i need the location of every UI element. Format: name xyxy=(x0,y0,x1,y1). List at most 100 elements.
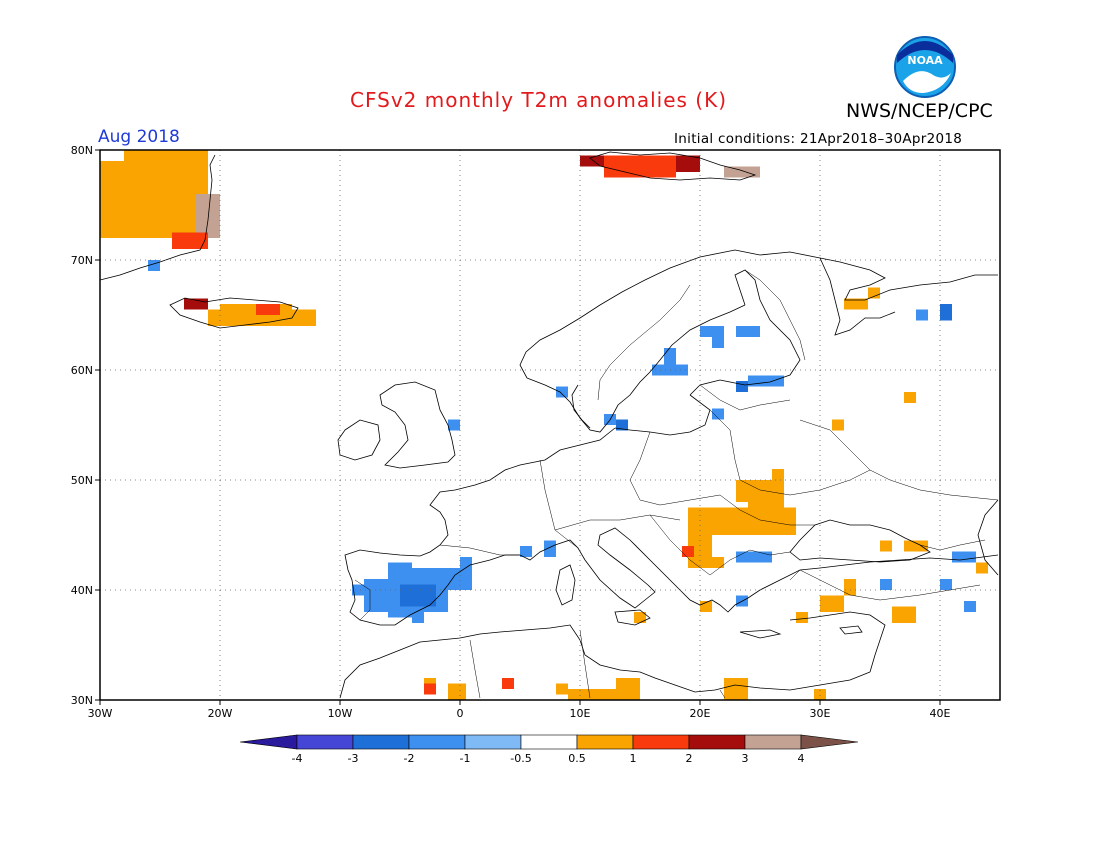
coastline-greenland xyxy=(99,154,216,281)
forecast-period: Aug 2018 xyxy=(98,127,180,147)
colorbar-label: -1 xyxy=(460,752,471,765)
x-tick-label: 10W xyxy=(328,707,353,720)
anomaly-cell xyxy=(460,557,472,568)
anomaly-cell xyxy=(880,579,892,590)
coastline-ireland xyxy=(337,419,381,461)
coastline-black-sea xyxy=(789,519,931,563)
border-balkans xyxy=(649,514,791,576)
border-eastern-europe-1 xyxy=(629,431,721,506)
map-area: 30W 20W 10W 0 10E 20E 30E 40E 30N 40N 50N 60N 70N 80N xyxy=(71,144,1001,720)
anomaly-cell xyxy=(148,260,160,271)
map-title: CFSv2 monthly T2m anomalies (K) xyxy=(350,88,727,112)
axis-ticks: 30W 20W 10W 0 10E 20E 30E 40E 30N 40N 50N 60N 70N 80N xyxy=(71,144,951,720)
anomaly-cell xyxy=(892,606,916,623)
border-spain-portugal xyxy=(354,579,371,621)
anomaly-cell xyxy=(868,287,880,299)
coastline-caspian xyxy=(977,499,999,576)
anomaly-cell xyxy=(256,304,280,315)
anomaly-cell xyxy=(502,678,514,689)
anomaly-cell xyxy=(796,612,808,623)
colorbar-segment xyxy=(408,734,466,750)
y-tick-label: 70N xyxy=(71,254,93,267)
coastline-baltic xyxy=(614,394,711,436)
y-tick-label: 30N xyxy=(71,694,93,707)
anomaly-cell xyxy=(748,502,784,513)
colorbar-arrow-low xyxy=(239,734,298,750)
anomaly-cell xyxy=(724,678,748,700)
x-tick-label: 40E xyxy=(930,707,951,720)
map-frame xyxy=(99,149,1001,701)
anomaly-cell xyxy=(604,155,676,178)
border-north-africa xyxy=(469,629,726,699)
coastline-scandinavia xyxy=(519,249,998,379)
anomaly-cell xyxy=(844,579,856,596)
anomaly-cell xyxy=(772,469,784,491)
anomaly-cell xyxy=(424,683,436,695)
anomaly-cell xyxy=(556,386,568,398)
colorbar-segment xyxy=(632,734,690,750)
coastline-western-europe xyxy=(344,427,999,626)
coastline-sicily xyxy=(614,609,651,626)
border-alps xyxy=(554,514,681,531)
x-tick-label: 20E xyxy=(690,707,711,720)
colorbar-label: -3 xyxy=(348,752,359,765)
border-eastern-europe-2 xyxy=(709,409,871,496)
anomaly-cell xyxy=(904,540,928,552)
coastline-levant xyxy=(789,611,886,673)
colorbar-label: -0.5 xyxy=(510,752,531,765)
anomaly-cell xyxy=(712,557,724,568)
anomaly-cell xyxy=(736,381,748,392)
anomaly-cell xyxy=(520,546,532,557)
border-turkey xyxy=(789,569,981,601)
colorbar-label: 0.5 xyxy=(568,752,586,765)
coastline-svalbard xyxy=(589,151,757,181)
colorbar-label: 4 xyxy=(798,752,805,765)
anomaly-cell xyxy=(814,689,826,700)
colorbar-segment xyxy=(464,734,522,750)
colorbar-label: -2 xyxy=(404,752,415,765)
agency-label: NWS/NCEP/CPC xyxy=(846,100,993,122)
y-tick-label: 80N xyxy=(71,144,93,157)
colorbar-label: -4 xyxy=(292,752,303,765)
anomaly-cell xyxy=(556,683,568,695)
coastline-white-sea xyxy=(819,257,896,336)
noaa-logo: NOAA xyxy=(894,36,956,98)
anomaly-cell xyxy=(616,678,640,700)
colorbar: -4 -3 -2 -1 -0.5 0.5 1 2 3 4 xyxy=(239,734,859,765)
anomaly-cell xyxy=(616,419,628,431)
gridlines xyxy=(100,150,1000,700)
border-spain-france xyxy=(439,544,520,556)
border-caucasus xyxy=(919,539,986,551)
colorbar-label: 3 xyxy=(742,752,749,765)
anomaly-cell xyxy=(904,392,916,403)
x-tick-label: 0 xyxy=(457,707,464,720)
colorbar-segment xyxy=(744,734,802,750)
anomaly-cell xyxy=(820,595,844,612)
anomaly-cell xyxy=(352,584,364,596)
country-borders xyxy=(354,269,999,699)
colorbar-label: 2 xyxy=(686,752,693,765)
x-tick-label: 30W xyxy=(88,707,113,720)
map-background xyxy=(100,150,1000,700)
y-tick-label: 50N xyxy=(71,474,93,487)
x-tick-label: 30E xyxy=(810,707,831,720)
colorbar-segment xyxy=(688,734,746,750)
colorbar-label: 1 xyxy=(630,752,637,765)
anomaly-cell xyxy=(676,155,700,172)
anomaly-cell xyxy=(448,419,460,431)
coastline-sweden xyxy=(526,304,746,433)
anomaly-cell xyxy=(736,326,760,337)
anomaly-cell xyxy=(964,601,976,612)
coastline-crete xyxy=(739,629,782,639)
anomaly-cell xyxy=(580,155,604,167)
anomaly-cell xyxy=(448,683,466,700)
colorbar-segment xyxy=(296,734,354,750)
anomaly-cell xyxy=(700,601,712,612)
colorbar-arrow-high xyxy=(800,734,859,750)
anomaly-cell xyxy=(736,551,772,563)
initial-conditions: Initial conditions: 21Apr2018–30Apr2018 xyxy=(674,131,963,147)
border-norway-sweden xyxy=(597,284,691,401)
anomaly-cell xyxy=(568,689,640,700)
anomaly-cell xyxy=(184,150,208,194)
